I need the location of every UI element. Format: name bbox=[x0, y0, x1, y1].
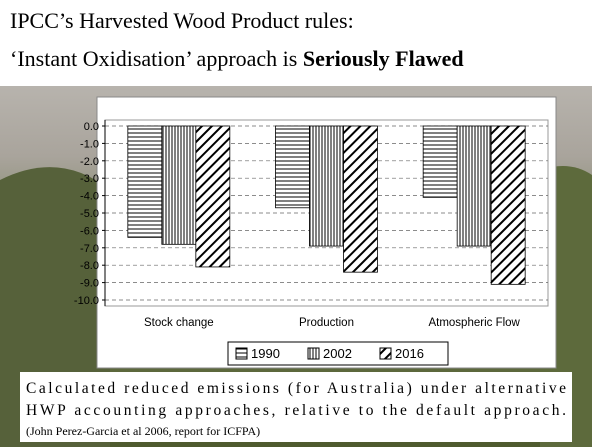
title-band bbox=[0, 0, 592, 86]
y-tick-label: -10.0 bbox=[74, 295, 99, 307]
chart: 0.0 -1.0 -2.0 -3.0 -4.0 -5.0 -6.0 -7.0 -8.0 -9.0 -… bbox=[74, 119, 549, 366]
y-tick-label: -1.0 bbox=[80, 138, 99, 150]
y-tick-label: -4.0 bbox=[80, 191, 99, 203]
caption-box bbox=[20, 372, 572, 442]
legend-swatch bbox=[307, 347, 320, 360]
legend-box bbox=[227, 341, 449, 366]
y-tick-label: -7.0 bbox=[80, 243, 99, 255]
y-tick-label: -2.0 bbox=[80, 156, 99, 168]
title-emphasis: Seriously Flawed bbox=[303, 46, 464, 71]
x-tick-label: Production bbox=[299, 317, 354, 329]
caption-line: Calculated reduced emissions (for Austra… bbox=[26, 380, 566, 397]
bar bbox=[343, 125, 378, 273]
legend-label: 2016 bbox=[395, 346, 424, 361]
y-tick-label: -6.0 bbox=[80, 225, 99, 237]
title-text: ‘Instant Oxidisation’ approach is bbox=[10, 46, 303, 71]
y-tick-label: -9.0 bbox=[80, 278, 99, 290]
y-tick-label: -3.0 bbox=[80, 173, 99, 185]
y-tick-label: -5.0 bbox=[80, 208, 99, 220]
bar bbox=[195, 125, 231, 268]
title-line: ‘Instant Oxidisation’ approach is Seriou… bbox=[10, 46, 464, 71]
legend-label: 2002 bbox=[323, 346, 352, 361]
caption-line: HWP accounting approaches, relative to t… bbox=[26, 402, 566, 419]
x-tick-label: Atmospheric Flow bbox=[428, 317, 520, 329]
caption-source: (John Perez-Garcia et al 2006, report fo… bbox=[26, 424, 260, 438]
bar bbox=[490, 125, 526, 285]
legend-swatch bbox=[235, 347, 248, 360]
x-tick-label: Stock change bbox=[144, 317, 214, 329]
bar bbox=[456, 125, 492, 247]
y-tick-label: -8.0 bbox=[80, 260, 99, 272]
bar bbox=[161, 125, 197, 245]
legend-swatch bbox=[379, 347, 392, 360]
bar bbox=[422, 125, 458, 198]
legend-label: 1990 bbox=[251, 346, 280, 361]
bar bbox=[127, 125, 163, 238]
y-tick-label: 0.0 bbox=[84, 121, 99, 133]
title-line: IPCC’s Harvested Wood Product rules: bbox=[10, 8, 354, 33]
bar bbox=[275, 125, 310, 209]
bar bbox=[309, 125, 344, 247]
